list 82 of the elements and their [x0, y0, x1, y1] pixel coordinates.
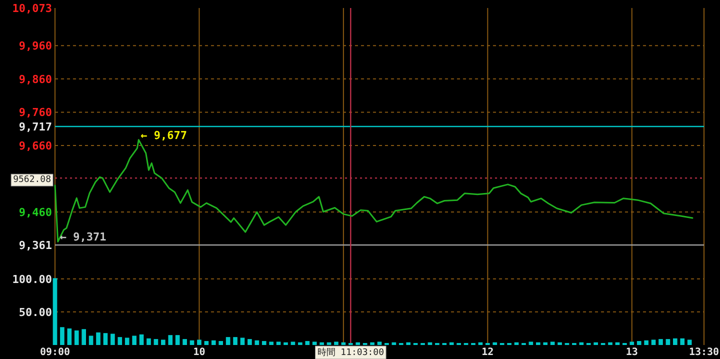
bar [110, 334, 115, 345]
y-tick-label: 50.00 [18, 306, 52, 319]
bar [197, 340, 202, 345]
bar [550, 342, 555, 345]
bar [492, 342, 498, 345]
bar [636, 341, 642, 345]
bar [118, 337, 122, 345]
bar [248, 339, 252, 345]
bar [558, 342, 562, 345]
bar [154, 339, 158, 345]
bar [630, 342, 634, 345]
y-tick-label: 9,717 [18, 120, 52, 134]
x-tick-label: 13 [626, 347, 638, 358]
bar [161, 340, 166, 345]
annotation: ← 9,677 [140, 128, 188, 142]
y-tick-label: 9,860 [18, 72, 52, 86]
bar [226, 337, 230, 345]
x-tick-label: 09:00 [40, 347, 70, 358]
bar [608, 342, 612, 345]
bar [218, 341, 224, 345]
bar [146, 338, 151, 345]
bar [175, 335, 180, 345]
bar [356, 342, 360, 345]
x-tick-label: 13:30 [688, 347, 720, 358]
bar [406, 342, 411, 345]
bar [305, 341, 310, 345]
bar [132, 336, 136, 345]
bar [687, 340, 692, 345]
bar [543, 342, 548, 345]
bar [96, 332, 100, 345]
y-tick-label: 9,960 [18, 40, 52, 53]
bar [528, 342, 534, 345]
y-tick-label: 10,073 [12, 2, 52, 15]
bar [298, 342, 302, 345]
bar [74, 330, 79, 345]
y-tick-label: 9,361 [18, 239, 52, 252]
bar [103, 333, 108, 345]
bar [168, 335, 173, 345]
bar [666, 339, 670, 345]
bar [269, 342, 274, 345]
bar [204, 341, 209, 345]
bar [449, 342, 454, 345]
bar [276, 342, 281, 345]
bar [284, 342, 288, 345]
bar [672, 338, 678, 345]
bar [124, 338, 130, 345]
bar [651, 340, 656, 345]
bar [536, 342, 540, 345]
bar [233, 337, 238, 345]
bar [579, 342, 584, 345]
bar [658, 339, 663, 345]
bar [320, 342, 324, 345]
bar [52, 278, 58, 345]
y-tick-label: 9,760 [18, 106, 52, 120]
bar [139, 334, 144, 345]
y-tick-label: 9,660 [18, 139, 52, 152]
bar [370, 342, 374, 345]
line-series [54, 139, 694, 242]
x-tick-label: 12 [482, 347, 494, 358]
bar [60, 327, 64, 345]
bar [262, 341, 266, 345]
bar [644, 340, 648, 345]
bar [594, 342, 598, 345]
bar [67, 328, 72, 345]
bar [240, 338, 245, 345]
y-tick-label: 100.00 [12, 272, 52, 286]
bar [211, 340, 216, 345]
bar [190, 340, 194, 345]
bar [88, 336, 94, 345]
bar [290, 342, 296, 345]
annotation: ← 9,371 [60, 230, 107, 244]
bar [334, 342, 338, 345]
x-tick-label: 10 [193, 347, 206, 358]
bar [377, 342, 382, 345]
bar [680, 338, 685, 345]
bar [182, 339, 187, 345]
ref-line-label: 時間 11:03:00 [317, 347, 384, 358]
ref-line-label: 9562.08 [13, 175, 51, 186]
y-tick-label: 9,460 [18, 206, 52, 220]
bar [312, 342, 317, 345]
bar [254, 340, 260, 345]
bar [82, 329, 86, 345]
